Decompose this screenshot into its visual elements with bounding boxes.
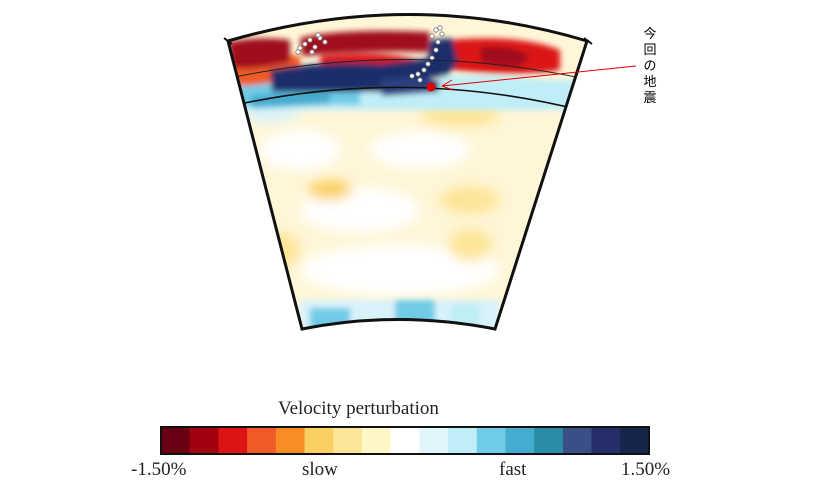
colorbar bbox=[160, 426, 650, 455]
colorbar-swatch bbox=[448, 427, 478, 454]
surface-tick-left bbox=[223, 37, 233, 45]
colorbar-min-label: -1.50% bbox=[131, 459, 187, 480]
annotation-char: 震 bbox=[643, 91, 657, 106]
colorbar-swatch bbox=[620, 427, 650, 454]
annotation-arrow bbox=[441, 65, 637, 87]
colorbar-swatch bbox=[562, 427, 593, 454]
colorbar-swatch bbox=[304, 427, 334, 454]
tomography-image bbox=[228, 14, 587, 329]
section-outline bbox=[226, 13, 589, 331]
colorbar-swatch bbox=[591, 427, 621, 454]
colorbar-fast-label: fast bbox=[499, 459, 527, 480]
colorbar-border bbox=[160, 426, 650, 455]
annotation-char: 回 bbox=[643, 43, 657, 58]
colorbar-swatch bbox=[161, 427, 191, 454]
colorbar-swatch bbox=[390, 427, 420, 454]
colorbar-swatch bbox=[333, 427, 363, 454]
colorbar-max-label: 1.50% bbox=[621, 459, 671, 480]
colorbar-swatch bbox=[419, 427, 449, 454]
surface-tick-right bbox=[583, 37, 593, 45]
colorbar-swatch bbox=[247, 427, 277, 454]
colorbar-swatch bbox=[218, 427, 248, 454]
annotation-char: 地 bbox=[643, 75, 657, 90]
colorbar-swatch bbox=[534, 427, 564, 454]
colorbar-title: Velocity perturbation bbox=[278, 398, 439, 419]
annotation-char: の bbox=[643, 59, 657, 74]
colorbar-swatch bbox=[505, 427, 535, 454]
colorbar-slow-label: slow bbox=[302, 459, 338, 480]
410km-discontinuity bbox=[229, 59, 587, 81]
earthquake-event-marker bbox=[426, 82, 436, 92]
colorbar-swatch bbox=[476, 427, 506, 454]
colorbar-swatch bbox=[361, 427, 392, 454]
660km-discontinuity bbox=[239, 86, 581, 111]
colorbar-swatch bbox=[275, 427, 306, 454]
colorbar-swatch bbox=[189, 427, 219, 454]
arrow-head-icon bbox=[441, 79, 454, 91]
annotation-char: 今 bbox=[643, 27, 657, 42]
